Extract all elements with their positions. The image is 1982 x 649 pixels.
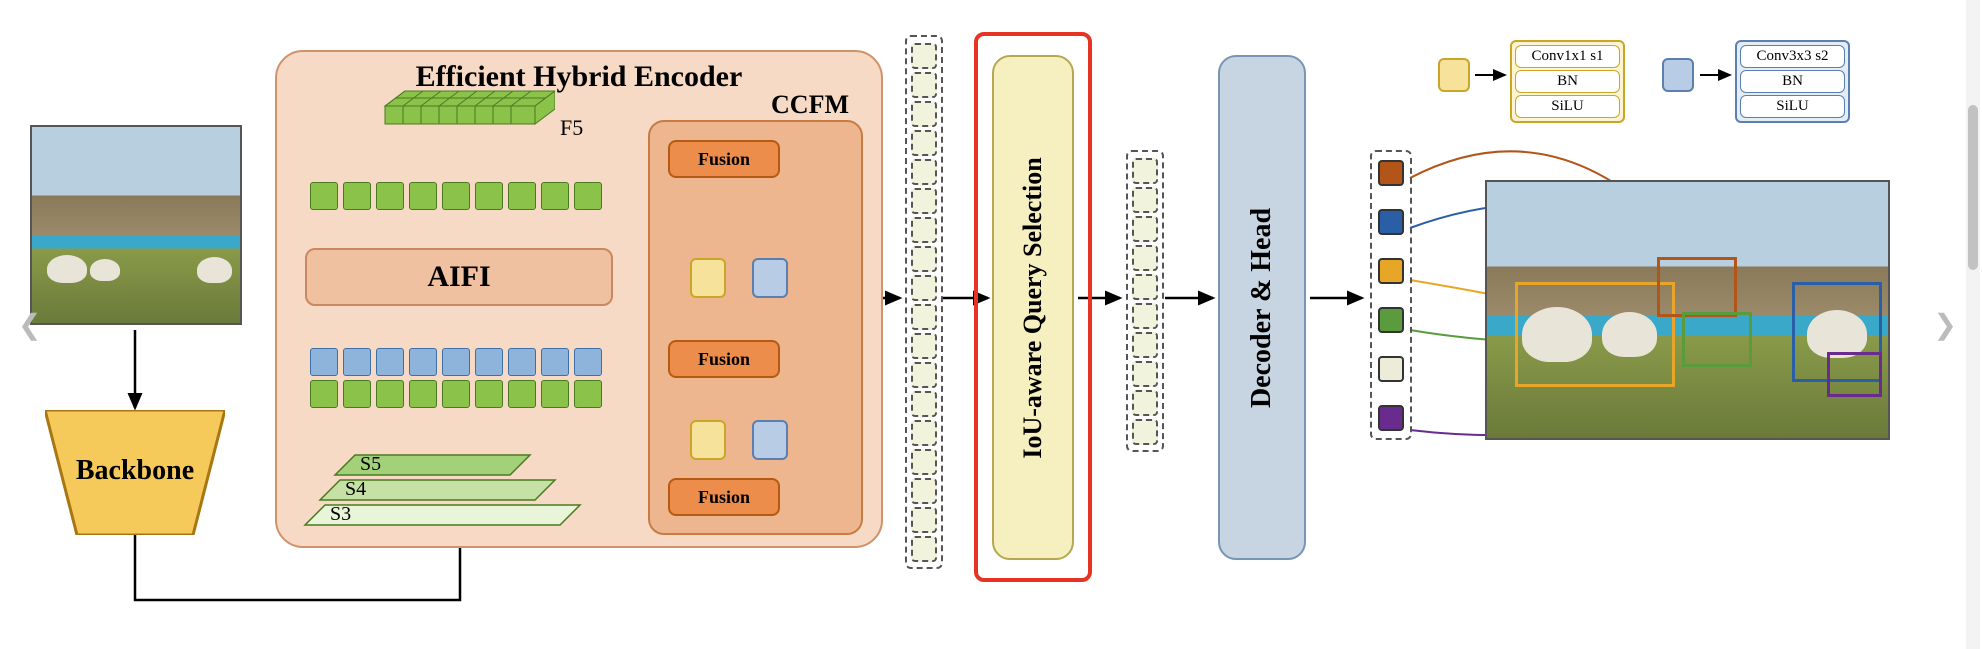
blue-row	[310, 348, 602, 376]
token-strip-mid	[1126, 150, 1164, 452]
output-image	[1485, 180, 1890, 440]
ccfm-blue-1	[752, 258, 788, 298]
legend-yellow-key	[1438, 58, 1470, 92]
fusion-1: Fusion	[668, 140, 780, 178]
query-selection-block: IoU-aware Query Selection	[992, 55, 1074, 560]
fusion-2: Fusion	[668, 340, 780, 378]
s5-label: S5	[360, 453, 381, 476]
aifi-block: AIFI	[305, 248, 613, 306]
ccfm-container: CCFM	[648, 120, 863, 535]
f5-label: F5	[560, 115, 583, 141]
ccfm-yellow-2	[690, 420, 726, 460]
legend-yellow-box: Conv1x1 s1 BN SiLU	[1510, 40, 1625, 123]
s-stack: S5 S4 S3	[300, 445, 600, 535]
s4-label: S4	[345, 478, 366, 501]
decoder-block: Decoder & Head	[1218, 55, 1306, 560]
backbone-block: Backbone	[45, 410, 225, 535]
s3-label: S3	[330, 503, 351, 526]
aifi-label: AIFI	[427, 260, 490, 294]
ccfm-yellow-1	[690, 258, 726, 298]
f5-grid	[365, 86, 555, 142]
legend-blue-box: Conv3x3 s2 BN SiLU	[1735, 40, 1850, 123]
ccfm-blue-2	[752, 420, 788, 460]
input-image	[30, 125, 242, 325]
green-row-bottom	[310, 380, 602, 408]
ccfm-label: CCFM	[771, 90, 849, 120]
green-row-top	[310, 182, 602, 210]
token-strip-left	[905, 35, 943, 569]
query-selection-label: IoU-aware Query Selection	[1018, 157, 1048, 458]
next-chevron-icon[interactable]: ❯	[1934, 308, 1957, 342]
prev-chevron-icon[interactable]: ❮	[18, 308, 41, 342]
scrollbar-track	[1966, 0, 1980, 649]
output-token-strip	[1370, 150, 1412, 440]
backbone-label: Backbone	[45, 455, 225, 487]
fusion-3: Fusion	[668, 478, 780, 516]
legend-blue-key	[1662, 58, 1694, 92]
scrollbar-thumb[interactable]	[1968, 105, 1978, 270]
decoder-label: Decoder & Head	[1246, 207, 1278, 407]
